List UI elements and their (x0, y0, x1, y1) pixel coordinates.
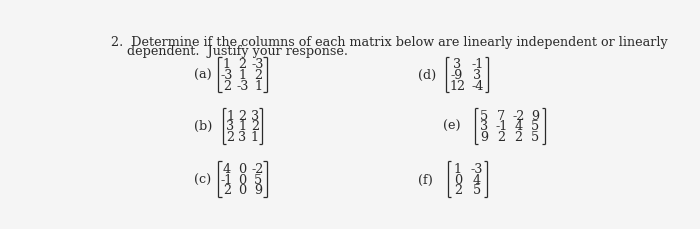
Text: 1: 1 (251, 131, 259, 144)
Text: 9: 9 (254, 183, 262, 196)
Text: -1: -1 (495, 120, 508, 133)
Text: 5: 5 (473, 183, 481, 196)
Text: 2.  Determine if the columns of each matrix below are linearly independent or li: 2. Determine if the columns of each matr… (111, 36, 668, 49)
Text: -3: -3 (220, 68, 233, 82)
Text: -3: -3 (252, 58, 264, 71)
Text: 3: 3 (453, 58, 461, 71)
Text: 2: 2 (239, 58, 246, 71)
Text: 1: 1 (239, 120, 246, 133)
Text: 1: 1 (254, 79, 262, 92)
Text: 3: 3 (473, 68, 482, 82)
Text: 4: 4 (223, 162, 231, 175)
Text: 2: 2 (454, 183, 462, 196)
Text: -1: -1 (221, 173, 233, 186)
Text: 3: 3 (251, 109, 259, 122)
Text: 5: 5 (254, 173, 262, 186)
Text: (f): (f) (419, 173, 433, 186)
Text: (a): (a) (194, 68, 211, 82)
Text: 4: 4 (514, 120, 522, 133)
Text: 3: 3 (239, 131, 246, 144)
Text: 9: 9 (531, 109, 540, 122)
Text: 7: 7 (497, 109, 505, 122)
Text: -9: -9 (451, 68, 463, 82)
Text: -2: -2 (252, 162, 264, 175)
Text: 3: 3 (480, 120, 489, 133)
Text: 1: 1 (454, 162, 462, 175)
Text: 2: 2 (223, 183, 231, 196)
Text: (d): (d) (419, 68, 437, 82)
Text: 5: 5 (480, 109, 489, 122)
Text: (b): (b) (194, 120, 212, 133)
Text: -1: -1 (471, 58, 484, 71)
Text: 0: 0 (239, 173, 246, 186)
Text: 2: 2 (251, 120, 259, 133)
Text: 2: 2 (254, 68, 262, 82)
Text: 2: 2 (223, 79, 231, 92)
Text: -4: -4 (471, 79, 484, 92)
Text: (e): (e) (443, 120, 461, 133)
Text: 12: 12 (449, 79, 466, 92)
Text: -3: -3 (237, 79, 248, 92)
Text: -2: -2 (512, 109, 524, 122)
Text: 2: 2 (497, 131, 505, 144)
Text: -3: -3 (470, 162, 483, 175)
Text: 0: 0 (239, 162, 246, 175)
Text: 1: 1 (239, 68, 246, 82)
Text: 0: 0 (239, 183, 246, 196)
Text: 5: 5 (531, 120, 540, 133)
Text: 2: 2 (239, 109, 246, 122)
Text: 2: 2 (514, 131, 522, 144)
Text: 1: 1 (223, 58, 231, 71)
Text: 9: 9 (480, 131, 489, 144)
Text: 5: 5 (531, 131, 540, 144)
Text: (c): (c) (194, 173, 211, 186)
Text: 2: 2 (226, 131, 234, 144)
Text: dependent.  Justify your response.: dependent. Justify your response. (111, 45, 348, 58)
Text: 4: 4 (473, 173, 481, 186)
Text: 1: 1 (226, 109, 234, 122)
Text: 3: 3 (226, 120, 234, 133)
Text: 0: 0 (454, 173, 462, 186)
